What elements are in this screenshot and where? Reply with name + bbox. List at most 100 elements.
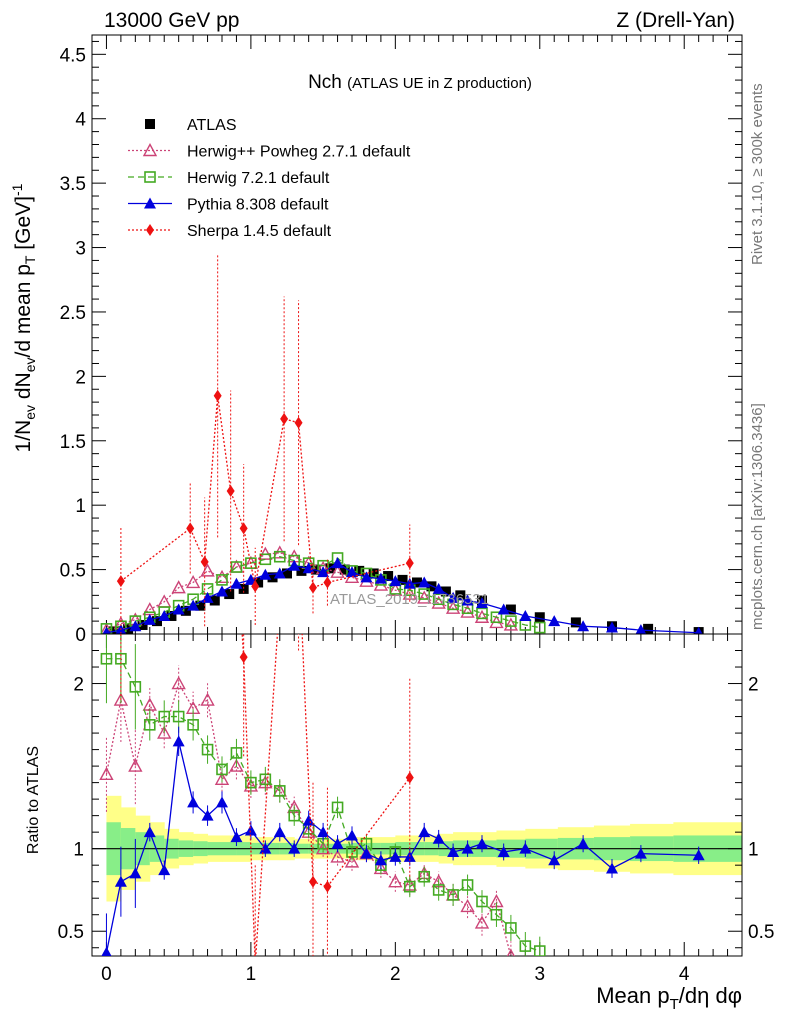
series-0-point — [238, 583, 249, 594]
series-3-point — [102, 626, 111, 634]
legend-label-1: Herwig++ Powheg 2.7.1 default — [187, 144, 411, 161]
series-2-ratio-point — [447, 889, 459, 901]
watermark: ATLAS_2019_I1736531 — [330, 591, 489, 608]
series-4-ratio-point — [201, 529, 209, 541]
ratio-series — [99, 446, 705, 956]
series-3-ratio-point — [101, 946, 112, 956]
series-3-point — [432, 582, 445, 594]
series-2-ratio-point — [418, 870, 431, 883]
y-tick-label: 0 — [75, 625, 86, 646]
series-2-ratio-point — [216, 763, 228, 776]
series-4-point — [251, 580, 260, 593]
series-0-point — [505, 604, 516, 615]
series-3-ratio-point — [114, 875, 127, 887]
series-3-point — [497, 603, 510, 615]
series-4-ratio-point — [186, 463, 194, 475]
series-0-point — [209, 595, 220, 606]
legend-label-3: Pythia 8.308 default — [187, 197, 329, 214]
series-1-ratio-point — [157, 725, 172, 739]
side-mcplots: mcplots.cern.ch [arXiv:1306.3436] — [749, 403, 766, 630]
x-tick-label: 4 — [679, 964, 690, 985]
series-0-point — [253, 577, 264, 588]
series-2-point — [432, 593, 445, 606]
series-2-point — [245, 557, 257, 569]
svg-text:Nch (ATLAS UE in Z production): Nch (ATLAS UE in Z production) — [308, 72, 532, 93]
series-3-point — [476, 597, 488, 609]
legend-marker-0 — [145, 119, 155, 129]
series-0-point — [440, 586, 451, 597]
series-2-ratio-point — [533, 945, 546, 956]
series-2-ratio-point — [273, 785, 286, 797]
series-3-point — [172, 603, 185, 615]
chart-title: Nch (ATLAS UE in Z production) — [308, 72, 532, 93]
series-0-point — [296, 565, 307, 576]
series-3-ratio-point — [331, 837, 344, 849]
series-3-point — [548, 615, 561, 627]
series-3-point — [360, 571, 373, 583]
series-3-ratio-point — [606, 862, 618, 874]
series-2-point — [476, 607, 488, 620]
series-2-ratio-point — [100, 652, 113, 665]
series-2-point — [490, 611, 503, 624]
side-rivet: Rivet 3.1.10, ≥ 300k events — [749, 83, 766, 265]
series-3-ratio-point — [418, 826, 431, 838]
y-tick-label: 3 — [75, 239, 86, 260]
series-2-point — [273, 550, 286, 563]
series-3-point — [216, 585, 228, 597]
series-2-point — [230, 561, 243, 573]
series-1-point — [474, 609, 490, 623]
x-axis-label: Mean pT/dη dφ — [596, 983, 742, 1013]
series-3-ratio-point — [389, 850, 402, 862]
y-tick-label: 1 — [75, 496, 86, 517]
series-1-ratio-point — [330, 849, 345, 863]
series-2-ratio-point — [230, 747, 243, 759]
series-2-point — [418, 588, 431, 600]
series-3-ratio-point — [158, 864, 171, 876]
series-3-point — [577, 620, 590, 632]
legend: ATLAS Herwig++ Powheg 2.7.1 default Herwig… — [128, 117, 411, 240]
series-0-point — [643, 623, 654, 634]
series-2-ratio-point — [143, 719, 156, 731]
series-3-point — [346, 566, 358, 578]
series-1-point — [402, 586, 417, 600]
series-0-point — [195, 600, 206, 611]
series-3-ratio-point — [346, 829, 358, 841]
series-3-point — [418, 576, 431, 588]
title-main: Nch — [308, 72, 342, 93]
series-2-ratio-point — [403, 880, 416, 893]
series-1-ratio-point — [388, 874, 403, 888]
y-axis-label-ratio: Ratio to ATLAS — [25, 746, 42, 854]
y-tick-label: 4 — [75, 110, 86, 131]
series-2-ratio-point — [476, 895, 488, 908]
series-4-point — [405, 557, 414, 570]
series-3-point — [389, 575, 402, 587]
series-4-ratio-line — [241, 634, 411, 956]
series-3-ratio-point — [273, 826, 286, 838]
series-2-ratio-point — [259, 773, 272, 786]
series-2-ratio-point — [172, 710, 185, 723]
x-tick-label: 0 — [101, 964, 112, 985]
series-1-ratio-point — [99, 766, 114, 781]
series-0-point — [282, 568, 292, 579]
series-3-line — [106, 562, 699, 634]
series-4-point — [213, 389, 222, 402]
series-4-point — [226, 485, 235, 498]
series-2-point — [505, 615, 517, 627]
series-1-point — [185, 575, 201, 589]
series-2-ratio-point — [461, 879, 474, 891]
series-1-ratio-point — [113, 692, 129, 706]
series-1-point — [445, 600, 461, 614]
y-axis-label-main: 1/Nev dNev/d mean pT [GeV]-1 — [9, 183, 38, 452]
series-3-point — [158, 609, 171, 621]
y-tick-label: 0.5 — [60, 561, 86, 582]
series-2-ratio-point — [490, 908, 503, 921]
series-2-ratio-point — [331, 801, 344, 814]
series-4-ratio-point — [227, 446, 235, 458]
series-1-point — [200, 563, 215, 577]
series-1-ratio-point — [171, 676, 186, 690]
y-tick-label: 4.5 — [60, 45, 86, 66]
series-4-point — [294, 416, 303, 429]
series-3-point — [403, 577, 416, 589]
series-3-ratio-point — [432, 832, 445, 844]
